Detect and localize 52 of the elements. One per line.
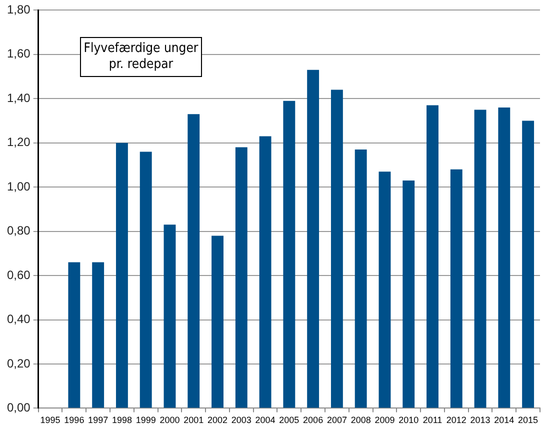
x-tick-label: 2006: [303, 415, 324, 426]
y-tick-label: 0,60: [6, 268, 31, 282]
x-tick-label: 1997: [88, 415, 108, 426]
bar: [188, 114, 200, 408]
bar: [498, 107, 510, 408]
bar: [235, 147, 248, 408]
bar: [307, 70, 320, 408]
x-tick-label: 2015: [518, 415, 538, 426]
bar: [212, 236, 224, 408]
x-tick-label: 2005: [279, 415, 300, 426]
x-tick-label: 2001: [184, 415, 204, 426]
x-tick-label: 1996: [64, 415, 84, 426]
bar: [68, 262, 80, 408]
bar: [283, 100, 296, 408]
bar: [522, 120, 534, 408]
x-tick-label: 2000: [160, 415, 180, 426]
y-tick-label: 1,80: [6, 2, 31, 17]
bar: [450, 169, 462, 408]
y-tick-label: 0,00: [6, 400, 31, 415]
y-tick-label: 1,00: [6, 179, 31, 194]
x-tick-label: 2008: [350, 415, 371, 426]
bar: [402, 180, 415, 408]
x-tick-label: 2009: [374, 415, 395, 426]
y-tick-label: 1,60: [6, 46, 31, 61]
y-tick-label: 1,40: [6, 90, 31, 105]
x-tick-label: 2014: [494, 415, 514, 426]
bar: [354, 150, 367, 408]
bar: [330, 90, 343, 408]
y-tick-label: 1,20: [6, 135, 31, 150]
x-tick-label: 1999: [136, 415, 156, 426]
x-tick-label: 2010: [398, 415, 419, 426]
x-tick-label: 2012: [446, 415, 466, 426]
bar: [474, 110, 486, 408]
y-tick-label: 0,20: [6, 356, 31, 370]
bar: [426, 105, 438, 408]
bar: [164, 224, 176, 408]
x-tick-label: 2011: [422, 415, 442, 426]
annotation: Flyvefærdige unger pr. redepar: [80, 37, 202, 77]
bar: [378, 172, 391, 408]
bar: [140, 152, 152, 408]
bar: [116, 142, 128, 408]
x-tick-label: 2002: [208, 415, 228, 426]
bar: [259, 136, 272, 408]
x-tick-label: 1995: [40, 415, 60, 426]
x-tick-label: 2007: [326, 415, 347, 426]
bar: [92, 262, 104, 408]
y-tick-label: 0,40: [6, 312, 31, 326]
x-tick-label: 1998: [112, 415, 132, 426]
x-tick-label: 2003: [231, 415, 252, 426]
x-tick-label: 2013: [470, 415, 490, 426]
y-tick-label: 0,80: [6, 224, 31, 238]
x-tick-label: 2004: [255, 415, 276, 426]
